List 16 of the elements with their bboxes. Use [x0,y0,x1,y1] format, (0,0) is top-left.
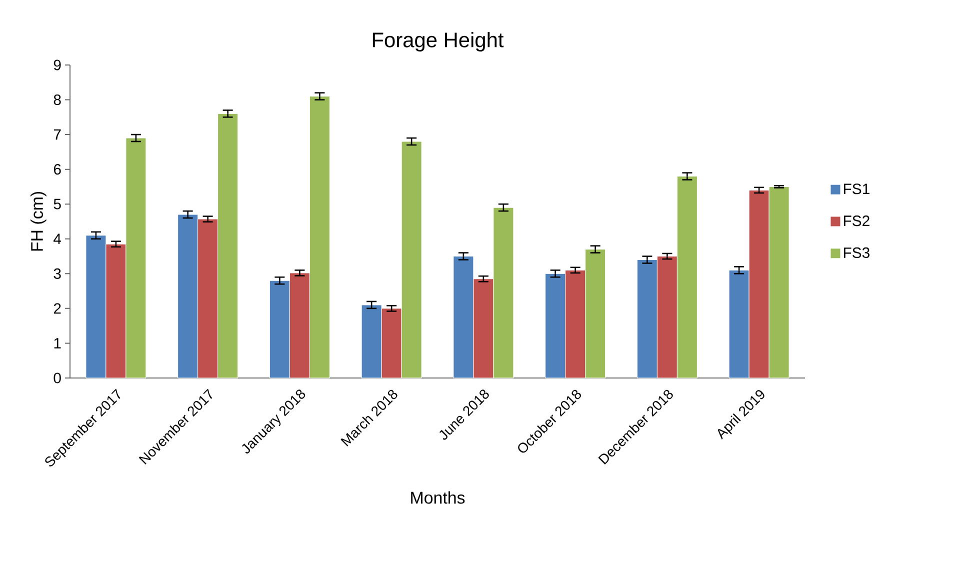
y-tick-label: 6 [54,164,61,175]
y-axis-title: FH (cm) [30,192,46,251]
y-tick-label: 1 [54,338,61,348]
y-tick-label: 5 [54,198,61,210]
y-tick-label: 0 [54,372,61,384]
legend-label: FS1 [844,184,870,194]
y-tick-label: 2 [54,303,61,314]
y-tick-label: 9 [54,60,61,70]
chart-title: Forage Height [372,32,504,52]
y-tick-label: 4 [54,234,62,244]
y-tick-label: 7 [54,129,61,140]
y-tick-label: 3 [54,268,61,279]
legend-label: FS3 [844,247,870,258]
x-axis-title: Months [411,491,465,504]
legend-label: FS2 [844,216,870,226]
y-tick-label: 8 [54,94,61,106]
